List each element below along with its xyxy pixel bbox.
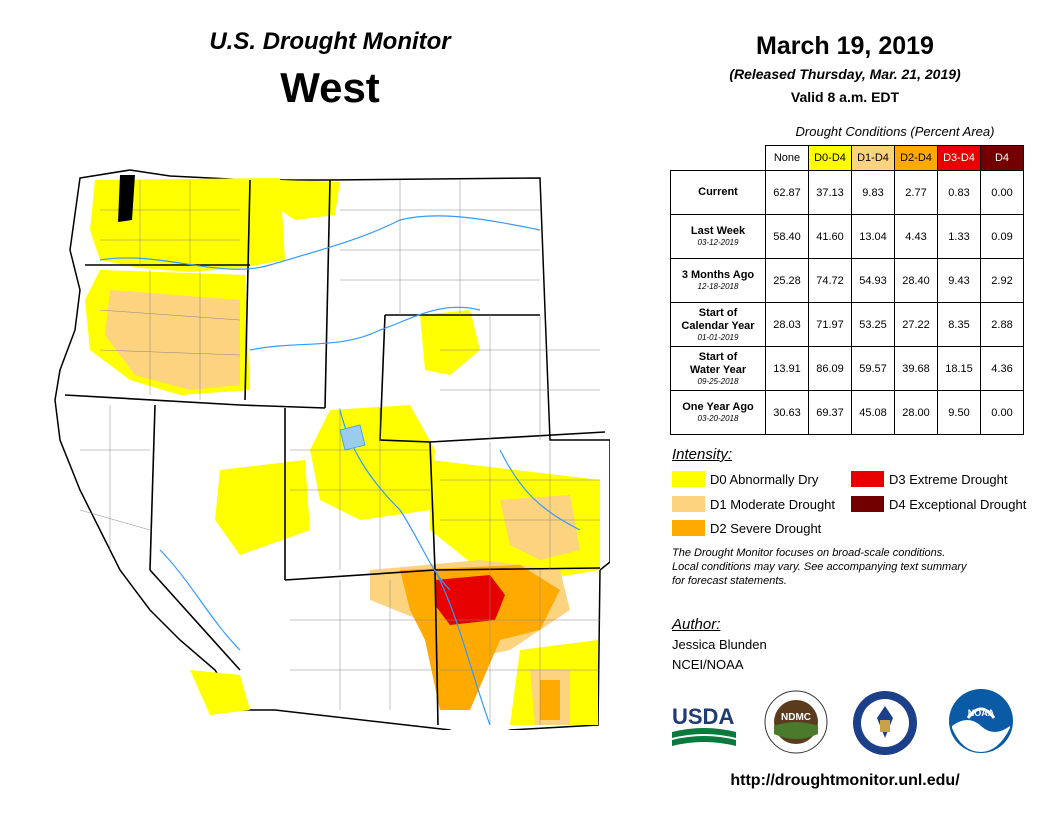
value-d1: 54.93: [851, 258, 895, 303]
row-label: Start of Calendar Year 01-01-2019: [670, 302, 766, 347]
legend-title: Intensity:: [672, 446, 733, 463]
value-d3: 1.33: [937, 214, 981, 259]
value-d1: 59.57: [851, 346, 895, 391]
state-borders: [64, 179, 606, 726]
value-d1: 45.08: [851, 390, 895, 435]
value-d2: 27.22: [894, 302, 938, 347]
disclaimer-line: for forecast statements.: [672, 575, 787, 587]
county-lines: [79, 180, 600, 725]
col-none-header: None: [765, 145, 809, 171]
table-header-row: None D0-D4 D1-D4 D2-D4 D3-D4 D4: [670, 145, 1024, 171]
value-d2: 39.68: [894, 346, 938, 391]
table-row: Last Week 03-12-2019 58.40 41.60 13.04 4.…: [670, 214, 1024, 259]
usda-logo: USDA: [672, 704, 736, 746]
commerce-seal: [853, 691, 917, 755]
legend-swatch-d0: [672, 471, 705, 487]
col-d2-header: D2-D4: [894, 145, 938, 171]
table-row: Start of Calendar Year 01-01-2019 28.03 71…: [670, 302, 1024, 347]
ndmc-logo-text: NDMC: [781, 712, 811, 723]
legend-label-d2: D2 Severe Drought: [710, 521, 822, 536]
author-title: Author:: [672, 616, 721, 633]
value-d2: 28.40: [894, 258, 938, 303]
noaa-logo-text: NOAA: [968, 708, 995, 718]
disclaimer: The Drought Monitor focuses on broad-sca…: [672, 546, 1032, 588]
value-d4: 2.92: [980, 258, 1024, 303]
value-d0: 86.09: [808, 346, 852, 391]
ndmc-logo: NDMC: [764, 690, 828, 754]
value-d3: 8.35: [937, 302, 981, 347]
value-d3: 9.43: [937, 258, 981, 303]
value-d0: 41.60: [808, 214, 852, 259]
monitor-title: U.S. Drought Monitor: [209, 28, 451, 55]
value-none: 58.40: [765, 214, 809, 259]
col-d0-header: D0-D4: [808, 145, 852, 171]
table-row: 3 Months Ago 12-18-2018 25.28 74.72 54.93…: [670, 258, 1024, 303]
row-label: 3 Months Ago 12-18-2018: [670, 258, 766, 303]
legend-swatch-d4: [851, 496, 884, 512]
value-d0: 69.37: [808, 390, 852, 435]
table-row: Current 62.87 37.13 9.83 2.77 0.83 0.00: [670, 170, 1024, 215]
legend-label-d1: D1 Moderate Drought: [710, 497, 836, 512]
table-row: One Year Ago 03-20-2018 30.63 69.37 45.08…: [670, 390, 1024, 435]
table-row: Start of Water Year 09-25-2018 13.91 86.09…: [670, 346, 1024, 391]
row-label: One Year Ago 03-20-2018: [670, 390, 766, 435]
legend-swatch-d2: [672, 520, 705, 536]
valid-time: Valid 8 a.m. EDT: [790, 89, 900, 105]
value-none: 13.91: [765, 346, 809, 391]
legend-label-d4: D4 Exceptional Drought: [889, 497, 1027, 512]
value-d1: 53.25: [851, 302, 895, 347]
drought-map: [54, 169, 610, 730]
author-org: NCEI/NOAA: [672, 657, 744, 672]
value-d4: 0.09: [980, 214, 1024, 259]
disclaimer-line: Local conditions may vary. See accompany…: [672, 561, 967, 573]
website-link[interactable]: http://droughtmonitor.unl.edu/: [730, 772, 960, 789]
usda-logo-text: USDA: [672, 704, 734, 729]
value-d0: 74.72: [808, 258, 852, 303]
value-d3: 0.83: [937, 170, 981, 215]
value-d2: 28.00: [894, 390, 938, 435]
row-label: Current: [670, 170, 766, 215]
legend-swatch-d1: [672, 496, 705, 512]
disclaimer-line: The Drought Monitor focuses on broad-sca…: [672, 547, 946, 559]
region-title: West: [280, 64, 380, 111]
legend-label-d0: D0 Abnormally Dry: [710, 472, 819, 487]
value-d4: 2.88: [980, 302, 1024, 347]
col-d4-header: D4: [980, 145, 1024, 171]
author-name: Jessica Blunden: [672, 637, 767, 652]
col-d3-header: D3-D4: [937, 145, 981, 171]
row-label: Last Week 03-12-2019: [670, 214, 766, 259]
value-d4: 0.00: [980, 170, 1024, 215]
row-label: Start of Water Year 09-25-2018: [670, 346, 766, 391]
col-d1-header: D1-D4: [851, 145, 895, 171]
legend-swatch-d3: [851, 471, 884, 487]
value-d4: 4.36: [980, 346, 1024, 391]
table-caption: Drought Conditions (Percent Area): [795, 124, 995, 139]
value-none: 62.87: [765, 170, 809, 215]
puget-sound: [118, 175, 135, 222]
value-d0: 37.13: [808, 170, 852, 215]
release-date: (Released Thursday, Mar. 21, 2019): [729, 66, 961, 82]
value-d0: 71.97: [808, 302, 852, 347]
great-salt-lake: [339, 424, 366, 451]
value-d3: 18.15: [937, 346, 981, 391]
value-d1: 13.04: [851, 214, 895, 259]
noaa-logo: NOAA: [949, 689, 1013, 753]
value-d1: 9.83: [851, 170, 895, 215]
value-none: 30.63: [765, 390, 809, 435]
value-none: 25.28: [765, 258, 809, 303]
value-d2: 2.77: [894, 170, 938, 215]
value-none: 28.03: [765, 302, 809, 347]
d3-area: [435, 575, 505, 625]
map-date: March 19, 2019: [756, 32, 934, 60]
value-d3: 9.50: [937, 390, 981, 435]
value-d4: 0.00: [980, 390, 1024, 435]
legend-label-d3: D3 Extreme Drought: [889, 472, 1008, 487]
value-d2: 4.43: [894, 214, 938, 259]
table-header-blank: [670, 145, 766, 171]
drought-stats-table: None D0-D4 D1-D4 D2-D4 D3-D4 D4 Current …: [670, 145, 1024, 435]
